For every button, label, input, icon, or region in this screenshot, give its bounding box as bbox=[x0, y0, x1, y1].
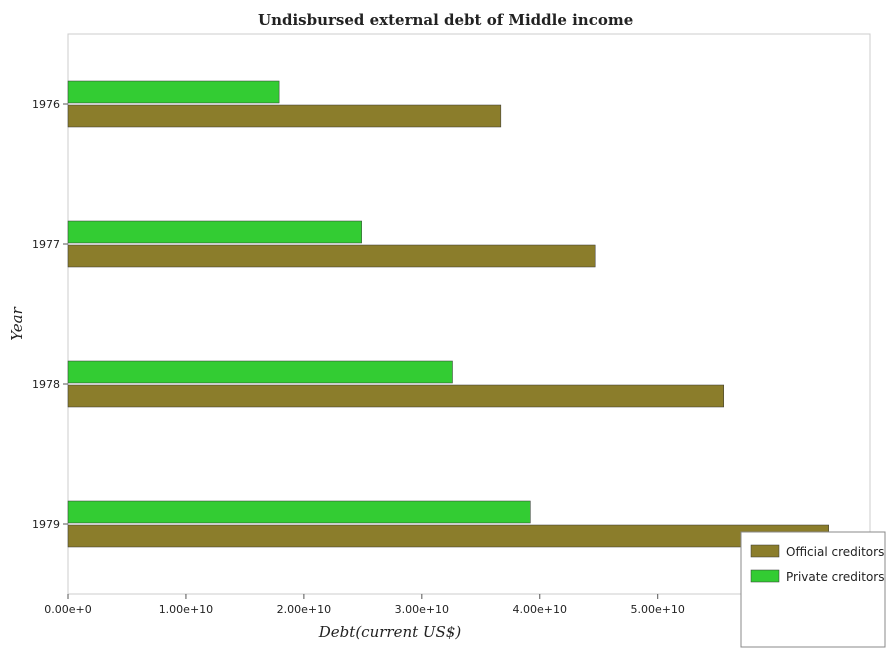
y-tick-label: 1979 bbox=[32, 518, 60, 531]
y-axis-title: Year bbox=[8, 306, 26, 340]
legend-label: Official creditors bbox=[786, 545, 884, 559]
legend: Official creditors Private creditors bbox=[740, 531, 886, 648]
legend-swatch bbox=[750, 544, 780, 558]
x-tick-label: 1.00e+10 bbox=[159, 603, 213, 616]
x-axis-title: Debt(current US$) bbox=[318, 623, 462, 641]
x-tick-label: 4.00e+10 bbox=[513, 603, 567, 616]
legend-swatch bbox=[750, 569, 780, 583]
bar-official-creditors bbox=[67, 384, 725, 408]
chart-title: Undisbursed external debt of Middle inco… bbox=[258, 11, 633, 29]
y-tick-label: 1978 bbox=[32, 378, 60, 391]
plot-area: 0.00e+0 1.00e+10 2.00e+10 3.00e+10 4.00e+10 5… bbox=[32, 33, 871, 616]
bar-official-creditors bbox=[67, 524, 829, 548]
plot-frame bbox=[67, 33, 871, 595]
x-tick-label: 3.00e+10 bbox=[395, 603, 449, 616]
bar-private-creditors bbox=[67, 80, 280, 104]
bar-private-creditors bbox=[67, 220, 362, 244]
y-tick-label: 1977 bbox=[32, 238, 60, 251]
x-tick-label: 2.00e+10 bbox=[277, 603, 331, 616]
legend-label: Private creditors bbox=[786, 570, 884, 584]
x-tick-label: 5.00e+10 bbox=[630, 603, 684, 616]
bar-private-creditors bbox=[67, 500, 531, 524]
bar-official-creditors bbox=[67, 244, 596, 268]
y-tick-label: 1976 bbox=[32, 98, 60, 111]
bar-private-creditors bbox=[67, 360, 453, 384]
legend-box bbox=[740, 531, 886, 648]
bar-official-creditors bbox=[67, 104, 502, 128]
x-tick-label: 0.00e+0 bbox=[44, 603, 91, 616]
